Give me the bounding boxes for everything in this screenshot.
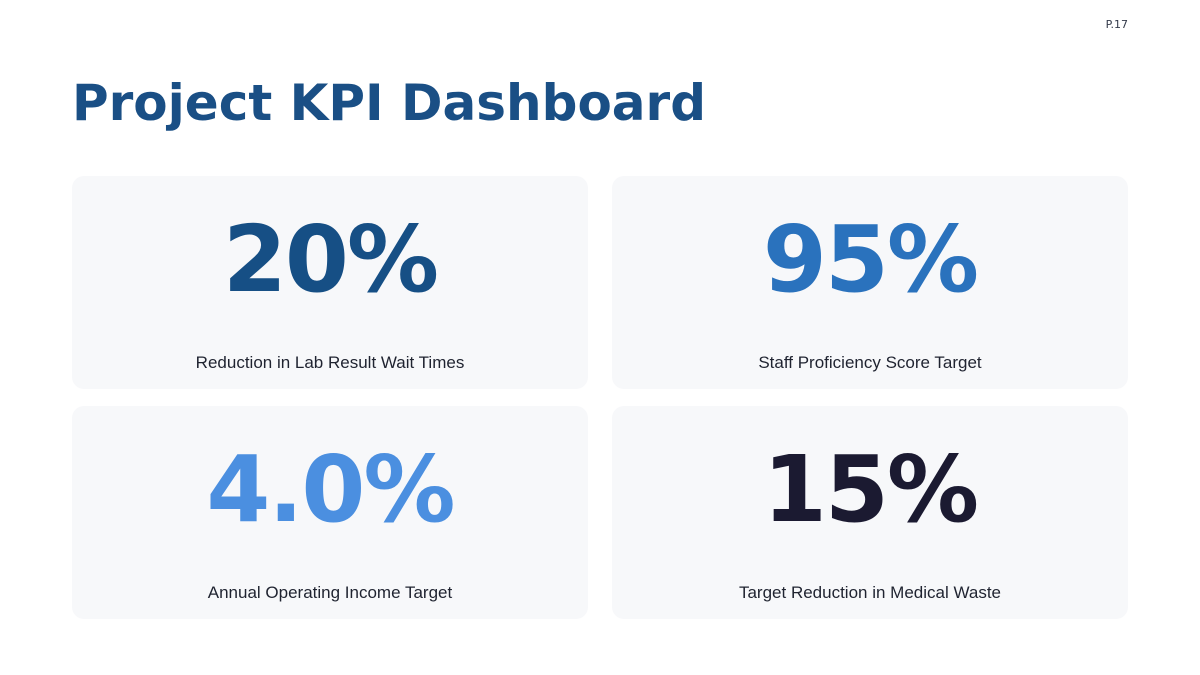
kpi-label: Reduction in Lab Result Wait Times xyxy=(195,353,465,372)
kpi-value: 20% xyxy=(222,206,439,313)
page-title: Project KPI Dashboard xyxy=(72,74,706,132)
kpi-value: 15% xyxy=(762,436,979,543)
kpi-label: Annual Operating Income Target xyxy=(207,583,453,602)
kpi-card-staff-proficiency: 95% Staff Proficiency Score Target xyxy=(612,176,1128,389)
kpi-label: Staff Proficiency Score Target xyxy=(758,353,982,372)
kpi-grid: 20% Reduction in Lab Result Wait Times 9… xyxy=(72,176,1128,619)
kpi-value: 95% xyxy=(762,206,979,313)
kpi-value: 4.0% xyxy=(206,436,455,543)
kpi-label: Target Reduction in Medical Waste xyxy=(738,583,1002,602)
kpi-card-lab-wait-times: 20% Reduction in Lab Result Wait Times xyxy=(72,176,588,389)
kpi-card-operating-income: 4.0% Annual Operating Income Target xyxy=(72,406,588,619)
page-number: P.17 xyxy=(1105,18,1128,31)
kpi-card-medical-waste: 15% Target Reduction in Medical Waste xyxy=(612,406,1128,619)
